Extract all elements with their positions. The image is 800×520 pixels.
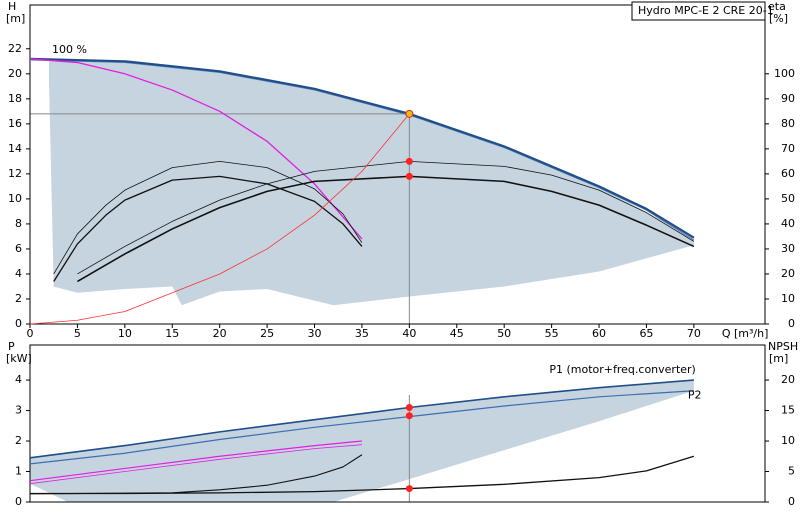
series-label: P2 [688,389,702,402]
title-box [631,1,766,21]
y-tick-label: 12 [8,167,22,180]
y2-tick-label: 50 [781,192,795,205]
y-tick-label: 0 [15,495,22,508]
x-axis-label: Q [m³/h] [722,327,769,340]
y2-axis-label: NPSH [768,340,798,353]
x-tick-label: 0 [27,327,34,340]
plot-frame [29,4,766,325]
x-tick-label: 5 [74,327,81,340]
y2-tick-label: 10 [781,292,795,305]
y-axis-unit: [m] [6,12,25,25]
operating-point [405,109,414,118]
y-tick-label: 4 [15,373,22,386]
x-tick-label: 45 [450,327,464,340]
x-tick-label: 20 [213,327,227,340]
curve [29,390,694,465]
y2-tick-label: 40 [781,217,795,230]
x-tick-label: 65 [639,327,653,340]
y2-tick-label: 15 [781,404,795,417]
plot-frame [29,344,766,503]
x-tick-label: 40 [402,327,416,340]
y2-tick-label: 30 [781,242,795,255]
y-tick-label: 6 [15,242,22,255]
curve [29,58,363,240]
operating-point [405,412,413,420]
y2-tick-label: 20 [781,373,795,386]
curve [29,379,694,459]
y2-tick-label: 10 [781,434,795,447]
x-tick-label: 25 [260,327,274,340]
y-tick-label: 3 [15,404,22,417]
y-axis-unit: [kW] [6,352,32,365]
curve [53,175,363,282]
y-tick-label: 0 [15,317,22,330]
y-axis-label: P [8,340,15,353]
x-tick-label: 15 [165,327,179,340]
y2-tick-label: 5 [788,465,795,478]
y-tick-label: 4 [15,267,22,280]
y-tick-label: 16 [8,117,22,130]
y-tick-label: 22 [8,42,22,55]
y-tick-label: 10 [8,192,22,205]
y-tick-label: 8 [15,217,22,230]
x-tick-label: 60 [592,327,606,340]
y-tick-label: 18 [8,92,22,105]
x-tick-label: 55 [545,327,559,340]
y2-tick-label: 0 [788,495,795,508]
y2-tick-label: 80 [781,117,795,130]
curve [29,440,362,482]
y-tick-label: 2 [15,434,22,447]
operating-point [405,403,413,411]
x-tick-label: 70 [687,327,701,340]
series-label: P1 (motor+freq.converter) [549,363,696,376]
y2-axis-unit: [m] [769,352,788,365]
y2-tick-label: 20 [781,267,795,280]
y-tick-label: 20 [8,67,22,80]
curve [53,160,363,275]
x-tick-label: 30 [308,327,322,340]
y2-tick-label: 60 [781,167,795,180]
operating-point [405,172,413,180]
y2-axis-label: eta [768,0,786,13]
y2-tick-label: 0 [788,317,795,330]
y2-tick-label: 100 [774,67,795,80]
y2-tick-label: 70 [781,142,795,155]
operating-point [405,485,413,493]
x-tick-label: 10 [118,327,132,340]
curve [77,175,695,283]
operating-point [405,157,413,165]
y2-axis-unit: [%] [769,12,788,25]
y-axis-label: H [8,0,16,13]
x-tick-label: 35 [355,327,369,340]
x-tick-label: 50 [497,327,511,340]
chart-title: Hydro MPC-E 2 CRE 20-1 [638,4,774,17]
curve [77,160,695,275]
series-label: 100 % [52,43,87,56]
curve [29,113,410,325]
y2-tick-label: 90 [781,92,795,105]
y-tick-label: 1 [15,465,22,478]
y-tick-label: 2 [15,292,22,305]
y-tick-label: 14 [8,142,22,155]
operating-range [48,58,694,306]
curve [29,444,362,485]
